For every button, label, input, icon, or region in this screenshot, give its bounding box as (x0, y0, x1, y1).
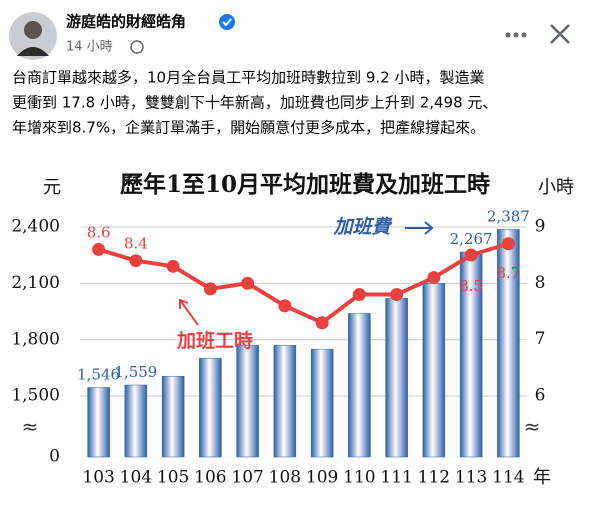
line-point (92, 242, 106, 256)
bar (199, 357, 222, 458)
x-tick-label: 114 (492, 468, 524, 488)
x-tick-label: 106 (194, 468, 226, 488)
line-point (315, 316, 329, 330)
x-tick-label: 110 (343, 468, 375, 488)
bar (273, 345, 297, 458)
avatar-head (24, 21, 42, 39)
y2-tick-label: 8 (535, 273, 546, 293)
bar (422, 283, 446, 458)
line-point (390, 288, 404, 302)
x-tick-label: 113 (455, 468, 487, 488)
line-point (352, 288, 366, 302)
y2-unit: 小時 (538, 177, 574, 198)
line-point (241, 276, 255, 290)
bar-value-label: 2,267 (450, 230, 493, 248)
y2-tick-label: 7 (535, 329, 546, 349)
line-value-label: 8.4 (124, 235, 148, 253)
axis-break: ≈ (524, 415, 541, 439)
x-tick-label: 105 (157, 468, 189, 488)
verified-badge (219, 14, 235, 30)
y-tick-label: 2,400 (11, 217, 60, 237)
post-body-line: 台商訂單越來越多，10月全台員工平均加班時數拉到 9.2 小時，製造業 (12, 69, 484, 87)
legend-line: 加班工時 (176, 329, 253, 352)
bar-value-label: 1,559 (114, 363, 157, 381)
author-name[interactable]: 游庭皓的財經皓角 (66, 13, 186, 31)
bar (348, 313, 371, 458)
line-value-label: 8.5 (459, 277, 483, 295)
post-time[interactable]: 14 小時 (66, 40, 113, 55)
bar (310, 348, 334, 458)
x-tick-label: 104 (120, 468, 152, 488)
chart-title: 歷年1至10月平均加班費及加班工時 (120, 171, 490, 198)
legend-bar: 加班費 (332, 216, 392, 238)
x-tick-label: 107 (231, 468, 263, 488)
y-tick-label: 0 (49, 447, 60, 467)
line-point (427, 271, 441, 285)
line-point (278, 299, 292, 313)
line-point (203, 282, 217, 296)
y2-tick-label: 6 (535, 386, 546, 406)
avatar-body (17, 47, 49, 56)
y-unit: 元 (43, 177, 61, 198)
line-point (166, 259, 180, 273)
y-tick-label: 1,800 (11, 329, 60, 349)
bar (385, 298, 408, 458)
bar (161, 375, 185, 458)
line-point (464, 248, 478, 262)
globe-icon (130, 40, 144, 54)
bar-value-label: 2,387 (487, 207, 530, 225)
line-value-label: 8.6 (87, 223, 111, 241)
axis-break: ≈ (22, 415, 39, 439)
y-tick-label: 1,500 (11, 386, 60, 406)
x-tick-label: 111 (380, 468, 412, 488)
bar-value-label: 1,546 (77, 365, 120, 383)
line-point (129, 254, 143, 268)
post-body-line: 更衝到 17.8 小時，雙雙創下十年新高，加班費也同步上升到 2,498 元、 (12, 94, 497, 112)
verified-check (222, 18, 232, 27)
legend-arrow (179, 298, 199, 326)
x-tick-label: 109 (306, 468, 338, 488)
more-icon[interactable] (505, 32, 527, 38)
y2-tick-label: 9 (535, 216, 546, 236)
close-icon[interactable] (550, 24, 570, 44)
line-value-label: 8.7 (496, 264, 520, 282)
x-tick-label: 112 (418, 468, 450, 488)
bar (497, 229, 520, 458)
x-unit: 年 (533, 467, 551, 488)
line-point (501, 237, 515, 251)
bar (87, 387, 110, 458)
post-body-line: 年增來到8.7%，企業訂單滿手，開始願意付更多成本，把產線撐起來。 (12, 119, 485, 137)
bar (236, 345, 259, 458)
legend-arrow (405, 221, 434, 235)
bar (124, 384, 148, 458)
x-tick-label: 103 (82, 468, 114, 488)
y-tick-label: 2,100 (11, 273, 60, 293)
x-tick-label: 108 (269, 468, 301, 488)
